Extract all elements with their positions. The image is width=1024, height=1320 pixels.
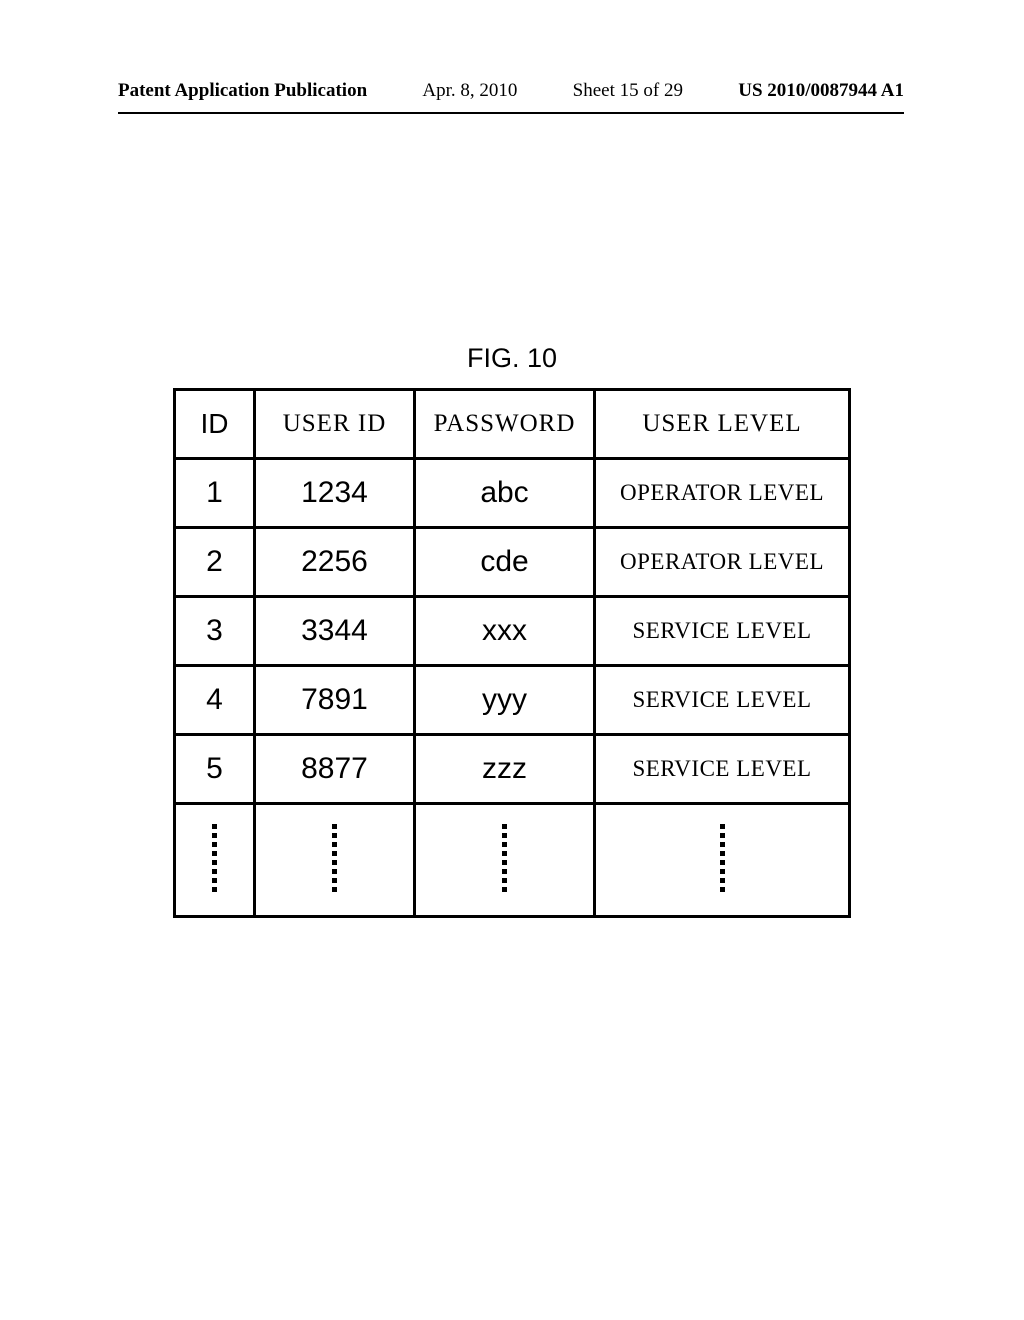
cell-id: 1	[175, 459, 255, 528]
cell-ellipsis	[415, 804, 595, 917]
cell-id: 5	[175, 735, 255, 804]
header-rule	[118, 112, 904, 114]
page-header: Patent Application Publication Apr. 8, 2…	[0, 80, 1024, 122]
table-row: 2 2256 cde OPERATOR LEVEL	[175, 528, 850, 597]
publication-label: Patent Application Publication	[118, 80, 367, 102]
cell-password: abc	[415, 459, 595, 528]
cell-user-id: 2256	[255, 528, 415, 597]
cell-user-level: OPERATOR LEVEL	[595, 528, 850, 597]
cell-password: yyy	[415, 666, 595, 735]
vertical-ellipsis-icon	[332, 820, 338, 896]
col-header-user-id: USER ID	[255, 390, 415, 459]
cell-password: xxx	[415, 597, 595, 666]
vertical-ellipsis-icon	[502, 820, 508, 896]
cell-ellipsis	[595, 804, 850, 917]
cell-user-level: SERVICE LEVEL	[595, 597, 850, 666]
cell-user-level: SERVICE LEVEL	[595, 735, 850, 804]
cell-user-id: 8877	[255, 735, 415, 804]
figure-caption: FIG. 10	[0, 343, 1024, 374]
publication-number: US 2010/0087944 A1	[738, 80, 904, 102]
page: Patent Application Publication Apr. 8, 2…	[0, 0, 1024, 1320]
col-header-id: ID	[175, 390, 255, 459]
vertical-ellipsis-icon	[212, 820, 218, 896]
table-row: 4 7891 yyy SERVICE LEVEL	[175, 666, 850, 735]
table-container: ID USER ID PASSWORD USER LEVEL 1 1234 ab…	[0, 388, 1024, 918]
cell-id: 3	[175, 597, 255, 666]
table-row: 1 1234 abc OPERATOR LEVEL	[175, 459, 850, 528]
cell-user-id: 7891	[255, 666, 415, 735]
col-header-user-level: USER LEVEL	[595, 390, 850, 459]
header-line: Patent Application Publication Apr. 8, 2…	[118, 80, 904, 102]
cell-password: zzz	[415, 735, 595, 804]
table-head: ID USER ID PASSWORD USER LEVEL	[175, 390, 850, 459]
vertical-ellipsis-icon	[719, 820, 725, 896]
cell-user-id: 1234	[255, 459, 415, 528]
cell-ellipsis	[175, 804, 255, 917]
user-table: ID USER ID PASSWORD USER LEVEL 1 1234 ab…	[173, 388, 851, 918]
cell-user-level: OPERATOR LEVEL	[595, 459, 850, 528]
cell-password: cde	[415, 528, 595, 597]
table-row: 5 8877 zzz SERVICE LEVEL	[175, 735, 850, 804]
cell-user-id: 3344	[255, 597, 415, 666]
table-row: 3 3344 xxx SERVICE LEVEL	[175, 597, 850, 666]
publication-date: Apr. 8, 2010	[422, 80, 517, 102]
col-header-password: PASSWORD	[415, 390, 595, 459]
table-ellipsis-row	[175, 804, 850, 917]
cell-id: 4	[175, 666, 255, 735]
sheet-number: Sheet 15 of 29	[573, 80, 683, 102]
cell-user-level: SERVICE LEVEL	[595, 666, 850, 735]
cell-id: 2	[175, 528, 255, 597]
table-header-row: ID USER ID PASSWORD USER LEVEL	[175, 390, 850, 459]
table-body: 1 1234 abc OPERATOR LEVEL 2 2256 cde OPE…	[175, 459, 850, 917]
cell-ellipsis	[255, 804, 415, 917]
